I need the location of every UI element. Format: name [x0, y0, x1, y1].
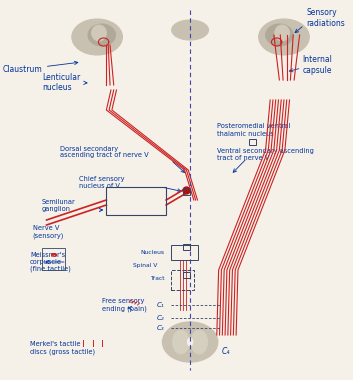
Ellipse shape — [173, 330, 189, 354]
Text: Merkel's tactile
discs (gross tactile): Merkel's tactile discs (gross tactile) — [30, 341, 95, 355]
Text: Dorsal secondary
ascending tract of nerve V: Dorsal secondary ascending tract of nerv… — [60, 146, 149, 158]
Circle shape — [92, 25, 106, 41]
Text: C₂: C₂ — [157, 315, 164, 321]
Bar — [183, 244, 190, 250]
Bar — [171, 270, 194, 290]
Bar — [183, 272, 190, 278]
Bar — [42, 248, 65, 270]
Ellipse shape — [172, 20, 209, 40]
Text: Lenticular
nucleus: Lenticular nucleus — [42, 73, 87, 92]
Text: Nucleus: Nucleus — [140, 250, 164, 255]
Text: Chief sensory
nucleus of V: Chief sensory nucleus of V — [79, 176, 124, 190]
Bar — [249, 139, 256, 145]
Text: Meissner's
corpuscle
(fine tactile): Meissner's corpuscle (fine tactile) — [30, 252, 71, 272]
Text: Free sensory
ending (pain): Free sensory ending (pain) — [102, 298, 146, 312]
Ellipse shape — [191, 330, 208, 354]
Text: Posteromedial ventral
thalamic nucleus: Posteromedial ventral thalamic nucleus — [217, 124, 290, 136]
Circle shape — [275, 25, 289, 41]
Bar — [171, 245, 198, 260]
Bar — [106, 187, 166, 215]
Ellipse shape — [259, 19, 309, 55]
Text: Nerve V
(sensory): Nerve V (sensory) — [33, 225, 64, 239]
Ellipse shape — [162, 322, 218, 362]
Text: Tract: Tract — [150, 276, 164, 280]
Text: C₄: C₄ — [221, 347, 230, 356]
Ellipse shape — [265, 24, 293, 46]
Text: Ventral secondary ascending
tract of nerve V: Ventral secondary ascending tract of ner… — [217, 149, 314, 162]
Text: Spinal V: Spinal V — [133, 263, 157, 268]
Ellipse shape — [88, 24, 115, 46]
Text: C₁: C₁ — [157, 302, 164, 308]
Text: C₃: C₃ — [157, 325, 164, 331]
Text: Sensory
radiations: Sensory radiations — [306, 8, 345, 28]
Ellipse shape — [72, 19, 122, 55]
Bar — [183, 189, 190, 195]
Text: Claustrum: Claustrum — [2, 61, 78, 74]
Ellipse shape — [187, 338, 193, 346]
Text: Semilunar
ganglion: Semilunar ganglion — [42, 198, 76, 212]
Text: Internal
capsule: Internal capsule — [303, 55, 332, 75]
